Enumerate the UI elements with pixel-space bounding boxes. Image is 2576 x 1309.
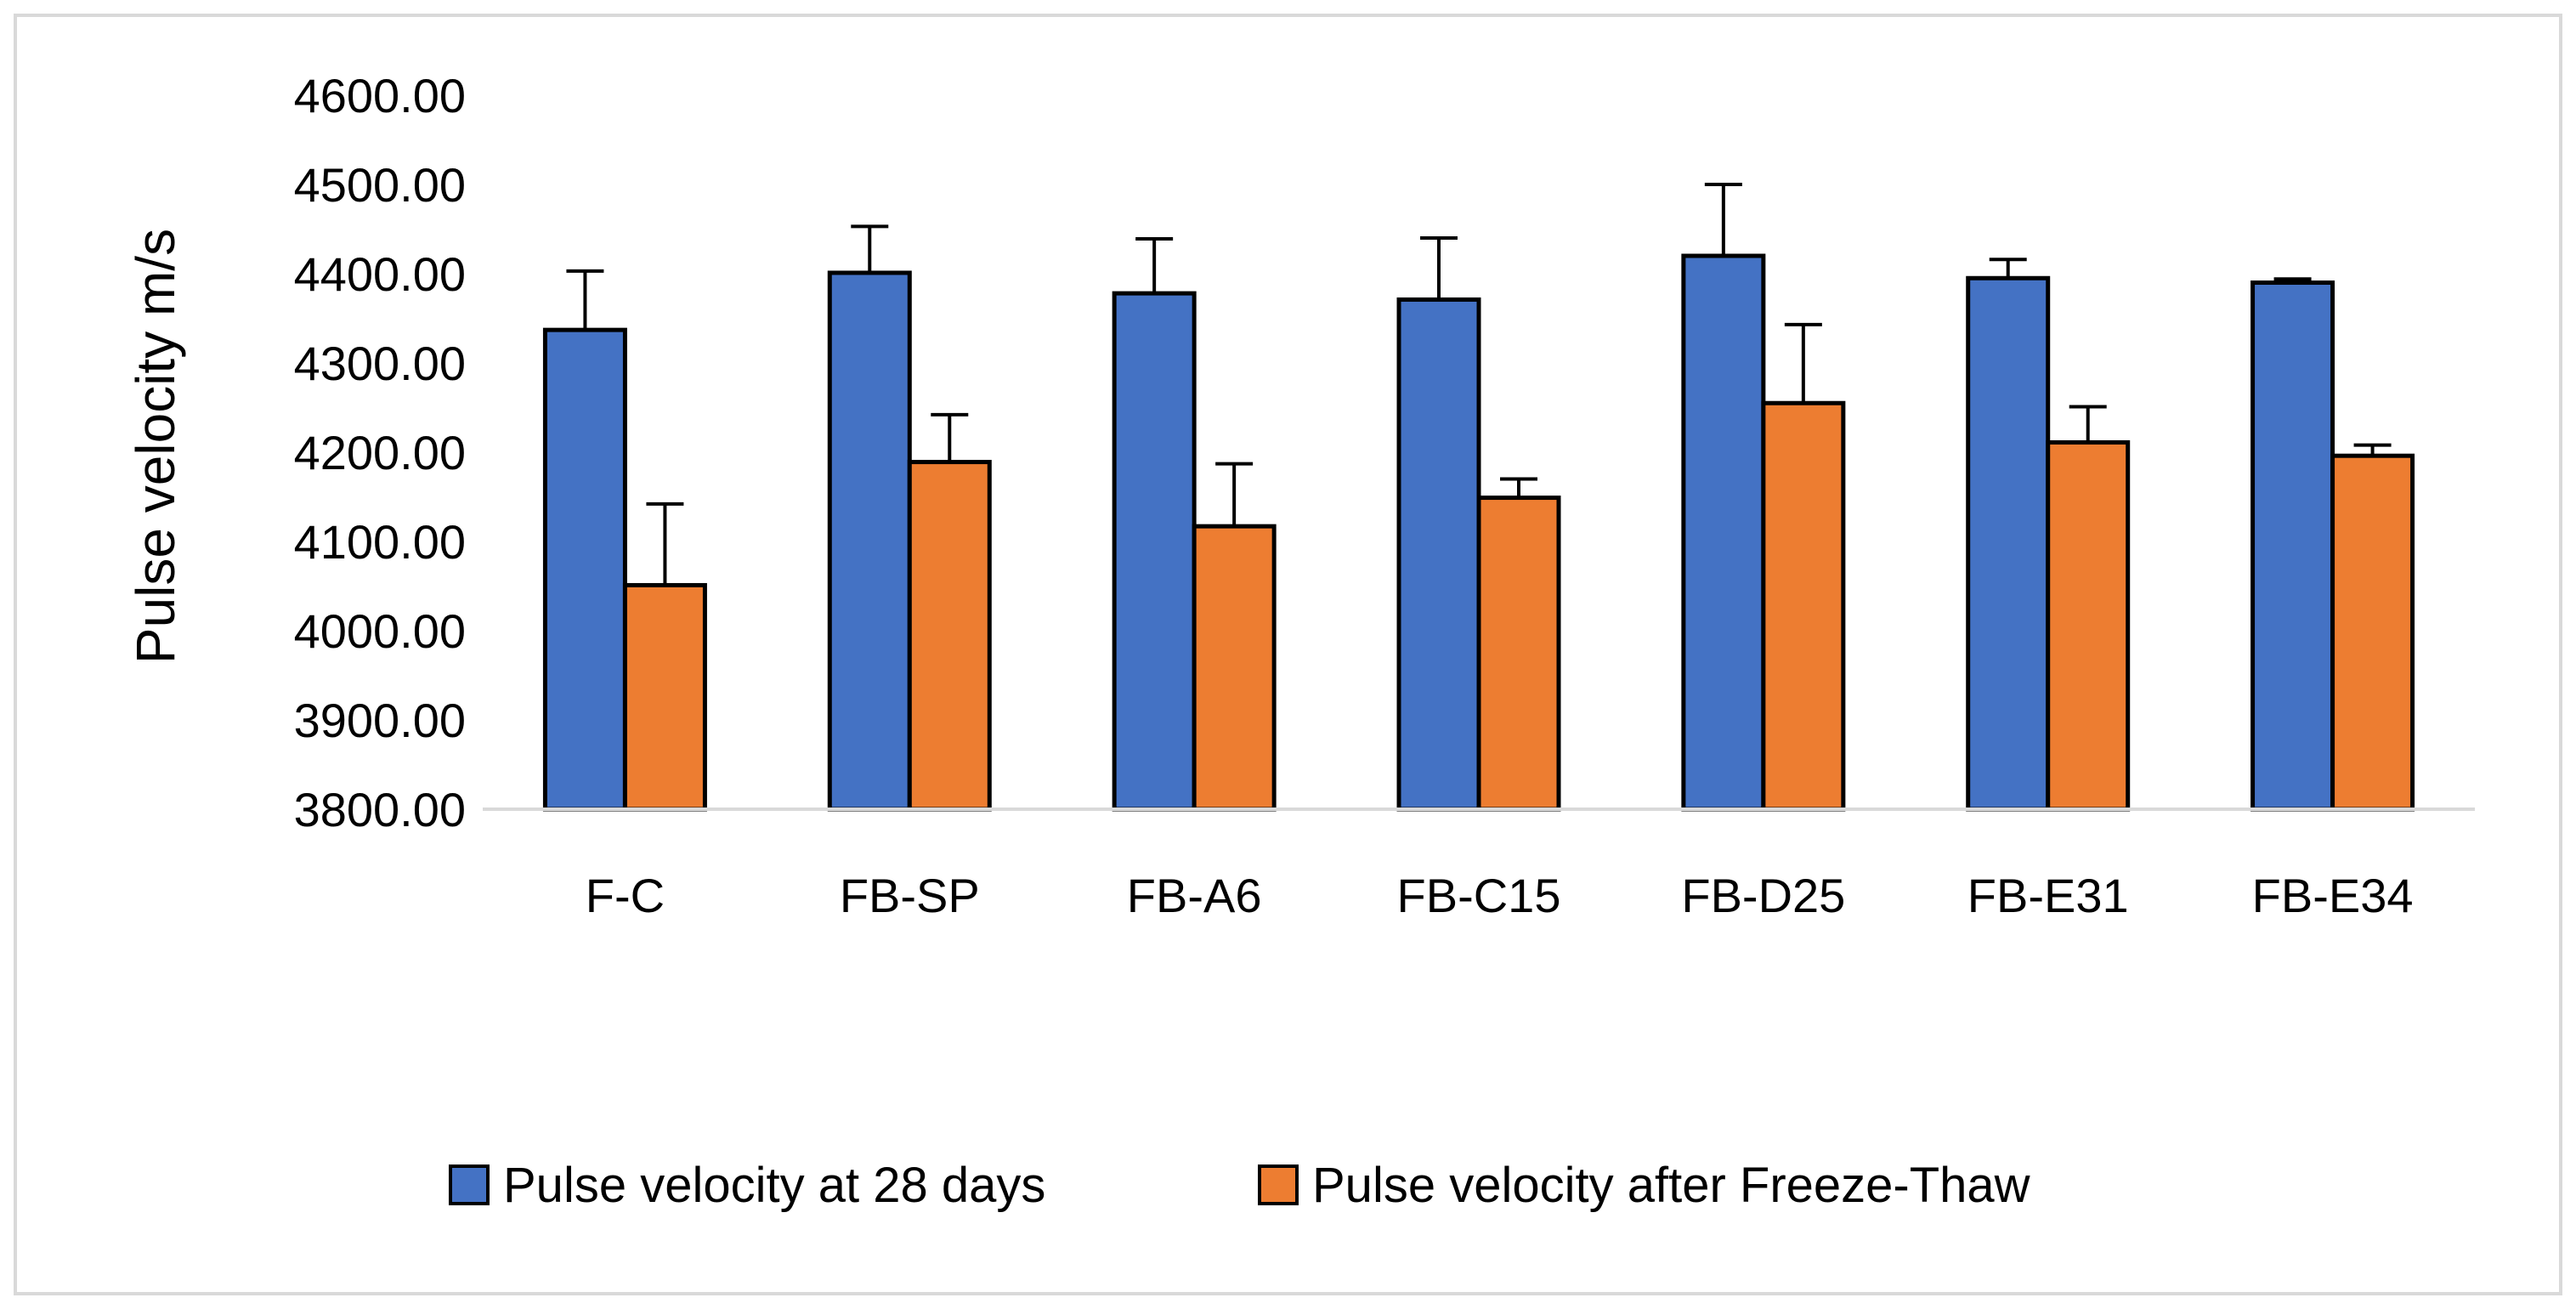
bar-freeze-thaw-fb-e34 — [2330, 453, 2415, 812]
x-axis-labels: F-C FB-SP FB-A6 FB-C15 FB-D25 FB-E31 FB-E34 — [586, 869, 2414, 922]
chart-frame — [14, 14, 2562, 1295]
legend-item-freeze-thaw: Pulse velocity after Freeze-Thaw — [1258, 1158, 2031, 1213]
x-tick-label: FB-E31 — [1967, 869, 2129, 922]
legend-label-28-days: Pulse velocity at 28 days — [503, 1158, 1045, 1213]
bar-28-days-fb-d25 — [1681, 253, 1766, 812]
bar-28-days-fb-a6 — [1112, 291, 1197, 812]
bar-series — [542, 253, 2415, 812]
bar-28-days-fb-sp — [827, 270, 912, 812]
y-tick-label: 4600.00 — [294, 69, 466, 122]
x-tick-label: FB-C15 — [1397, 869, 1561, 922]
x-tick-label: FB-SP — [840, 869, 980, 922]
bar-freeze-thaw-fb-c15 — [1476, 496, 1561, 812]
legend: Pulse velocity at 28 days Pulse velocity… — [449, 1158, 2031, 1213]
y-axis-title: Pulse velocity m/s — [125, 229, 186, 664]
bar-freeze-thaw-fb-sp — [907, 460, 992, 812]
bar-freeze-thaw-fb-e31 — [2046, 439, 2131, 812]
y-tick-label: 4500.00 — [294, 158, 466, 212]
x-tick-label: FB-D25 — [1681, 869, 1845, 922]
y-axis-ticks: 3800.00 3900.00 4000.00 4100.00 4200.00 4300.… — [294, 69, 466, 836]
y-tick-label: 4300.00 — [294, 337, 466, 390]
bar-28-days-fb-e31 — [1966, 275, 2051, 812]
y-tick-label: 4200.00 — [294, 426, 466, 479]
y-tick-label: 4000.00 — [294, 604, 466, 658]
y-tick-label: 4100.00 — [294, 515, 466, 569]
y-tick-label: 3900.00 — [294, 694, 466, 747]
bar-freeze-thaw-fb-a6 — [1192, 524, 1277, 812]
legend-item-28-days: Pulse velocity at 28 days — [449, 1158, 1045, 1213]
x-tick-label: FB-E34 — [2252, 869, 2414, 922]
legend-swatch-28-days — [449, 1164, 490, 1205]
error-bars — [566, 183, 2392, 586]
y-tick-label: 3800.00 — [294, 783, 466, 836]
bar-28-days-f-c — [542, 327, 627, 812]
x-tick-label: F-C — [586, 869, 665, 922]
legend-label-freeze-thaw: Pulse velocity after Freeze-Thaw — [1312, 1158, 2031, 1213]
bar-28-days-fb-c15 — [1396, 297, 1481, 812]
x-tick-label: FB-A6 — [1127, 869, 1262, 922]
y-tick-label: 4400.00 — [294, 247, 466, 301]
bar-28-days-fb-e34 — [2250, 280, 2335, 812]
bar-freeze-thaw-fb-d25 — [1761, 400, 1846, 812]
legend-swatch-freeze-thaw — [1258, 1164, 1299, 1205]
bar-freeze-thaw-f-c — [622, 582, 707, 812]
